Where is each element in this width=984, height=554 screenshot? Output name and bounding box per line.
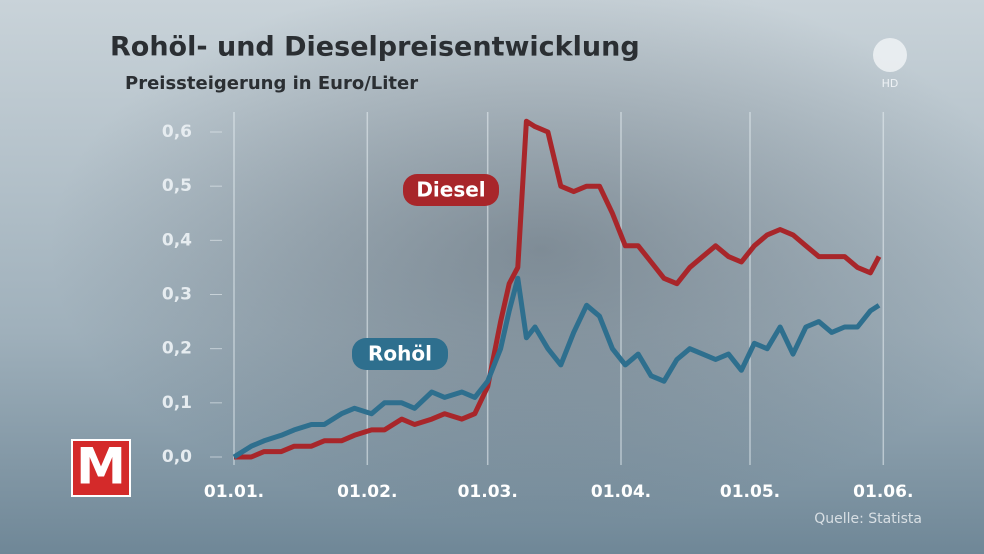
x-tick-label: 01.03. [458, 482, 518, 502]
x-tick-label: 01.05. [720, 482, 780, 502]
chart-subtitle: Preissteigerung in Euro/Liter [125, 73, 418, 94]
x-tick-label: 01.02. [337, 482, 397, 502]
source: Quelle: Statista [814, 511, 922, 527]
y-tick-label: 0,5 [162, 176, 192, 196]
y-tick-label: 0,3 [162, 285, 192, 305]
logo-box [71, 439, 131, 497]
x-tick-label: 01.06. [853, 482, 913, 502]
legend-label: Rohöl [368, 342, 432, 366]
legend-box [403, 174, 499, 206]
series-line [234, 118, 882, 460]
y-tick-label: 0,0 [162, 447, 192, 467]
logo-text: M [76, 438, 126, 496]
channel-logo [873, 38, 907, 72]
legend-label: Diesel [416, 178, 485, 202]
y-tick-label: 0,4 [162, 230, 192, 250]
channel-badge: HD [882, 77, 899, 90]
chart-title: Rohöl- und Dieselpreisentwicklung [110, 32, 640, 63]
x-tick-label: 01.04. [591, 482, 651, 502]
y-tick-label: 0,2 [162, 339, 192, 359]
series-line [232, 275, 881, 460]
legend-box [352, 338, 448, 370]
y-tick-label: 0,6 [162, 122, 192, 142]
x-tick-label: 01.01. [204, 482, 264, 502]
y-tick-label: 0,1 [162, 393, 192, 413]
